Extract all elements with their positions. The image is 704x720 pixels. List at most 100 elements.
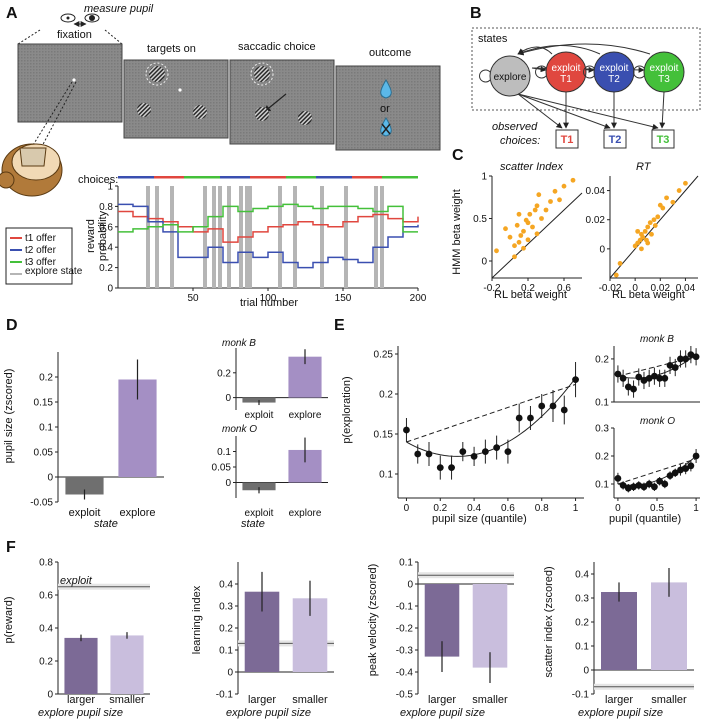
choices-label: choices: <box>78 174 118 186</box>
explore-state-bar <box>203 186 207 288</box>
choice-mark <box>268 176 274 179</box>
category-label: smaller <box>651 694 687 706</box>
bar-smaller <box>651 582 687 670</box>
y-tick-label: 0.1 <box>595 480 609 491</box>
y-tick-label: 0 <box>47 690 53 701</box>
data-point <box>624 383 632 391</box>
x-tick-label: 0 <box>632 283 638 294</box>
data-point <box>661 374 669 382</box>
choice-mark <box>352 176 358 179</box>
y-tick-label: 0.2 <box>575 618 589 629</box>
choice-mark <box>394 176 400 179</box>
x-tick-label: -0.02 <box>599 283 622 294</box>
explore-state-bar <box>293 186 297 288</box>
data-point <box>683 180 688 186</box>
data-point <box>619 482 627 489</box>
p-exploration-monk-b-chart: 0.1 0.2 <box>595 346 700 409</box>
choice-mark <box>406 176 412 179</box>
p-reward-chart: 0 0.2 0.4 0.6 0.8 larger smaller <box>39 558 150 706</box>
y-tick-label: 0 <box>481 257 487 268</box>
x-tick-label: 0 <box>404 503 410 514</box>
y-tick-label: 0 <box>107 284 113 295</box>
choice-box-label: T3 <box>657 134 670 146</box>
data-point <box>650 483 658 491</box>
data-point <box>670 199 676 205</box>
choice-mark <box>154 176 160 179</box>
x-tick-label: 1 <box>573 503 579 514</box>
choice-mark <box>130 176 136 179</box>
data-point <box>647 220 653 226</box>
explore-state-bar <box>278 186 282 288</box>
e-inset-xlabel: pupil (quantile) <box>609 513 681 525</box>
x-tick-label: -0.2 <box>483 283 501 294</box>
choice-mark <box>376 176 382 179</box>
panel-label-c: C <box>452 147 464 164</box>
choice-box <box>603 129 627 149</box>
data-point <box>527 414 534 422</box>
y-tick-label: 0.1 <box>595 398 609 409</box>
c-xlabel-left: RL beta weight <box>494 289 567 301</box>
data-point <box>514 222 520 228</box>
screen-outcome <box>335 65 441 151</box>
hmm-node-label: explore <box>494 72 527 83</box>
x-tick-label: 0.2 <box>433 503 447 514</box>
reward-ylabel-2: probability <box>97 210 109 261</box>
y-tick-label: 0.3 <box>595 424 609 435</box>
series-line-3 <box>118 203 418 233</box>
data-point <box>530 224 535 230</box>
y-tick-label: 0.4 <box>575 570 589 581</box>
y-tick-label: -0.4 <box>396 668 414 679</box>
legend-t3: t3 offer <box>25 257 57 268</box>
observed-label-2: choices: <box>500 135 540 147</box>
data-point <box>512 254 517 260</box>
x-tick-label: 1 <box>693 503 699 514</box>
choice-mark <box>190 176 196 179</box>
fixation-label: fixation <box>57 29 92 41</box>
y-tick-label: 0.8 <box>39 558 53 569</box>
choice-mark <box>370 176 376 179</box>
hmm-node-label: exploit <box>600 63 629 74</box>
y-tick-label: 0.4 <box>219 580 233 591</box>
data-point <box>645 480 653 488</box>
choice-mark <box>232 176 238 179</box>
data-point <box>414 450 422 458</box>
y-tick-label: -0.5 <box>396 690 414 701</box>
hmm-node <box>489 55 531 97</box>
x-tick-label: 0 <box>615 503 621 514</box>
data-point <box>543 207 549 213</box>
category-label: explore <box>119 507 155 519</box>
data-point <box>527 211 533 217</box>
data-point <box>656 477 664 485</box>
explore-state-bar <box>227 186 231 288</box>
self-loop <box>479 69 491 83</box>
y-tick-label: 0.2 <box>39 373 53 384</box>
x-tick-label: 200 <box>410 293 427 304</box>
choice-mark <box>244 176 250 179</box>
bar-exploit <box>242 482 276 491</box>
c-left-title: scatter Index <box>500 161 563 173</box>
choice-box-label: T1 <box>561 134 574 146</box>
rt-chart: 0 0.02 0.04 -0.02 0 0.02 0.04 <box>586 175 699 294</box>
data-point <box>504 448 512 455</box>
c-xlabel-right: RL beta weight <box>612 289 685 301</box>
category-label: exploit <box>245 410 274 421</box>
choice-mark <box>148 176 154 179</box>
data-point <box>677 466 684 474</box>
e-ylabel: p(exploration) <box>341 376 353 443</box>
data-point <box>656 374 664 382</box>
screen-saccadic-choice <box>229 59 335 145</box>
choice-mark <box>250 176 256 179</box>
y-tick-label: 0.3 <box>575 594 589 605</box>
choice-mark <box>328 176 334 179</box>
data-point <box>652 223 658 228</box>
pupil-state-monk-b-chart: 0 0.2 exploit explore <box>217 348 328 421</box>
y-tick-label: -0.1 <box>216 690 234 701</box>
series-line-1 <box>118 210 419 243</box>
choice-mark <box>262 176 268 179</box>
data-point <box>614 370 622 378</box>
choice-mark <box>412 176 418 179</box>
data-point <box>548 199 553 204</box>
y-tick-label: 0.15 <box>374 430 394 441</box>
data-point <box>532 207 538 213</box>
data-point <box>521 228 526 234</box>
